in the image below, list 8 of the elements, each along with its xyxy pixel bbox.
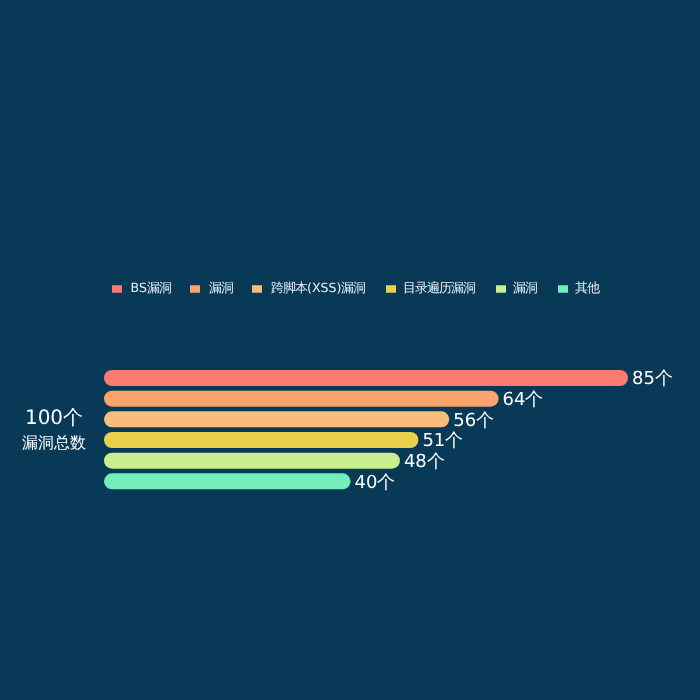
data-label: 56个 (453, 409, 495, 432)
data-label: 51个 (422, 430, 464, 453)
text: 100个 (22, 406, 86, 432)
text: 漏洞总数 (20, 432, 88, 454)
data-label: 64个 (502, 389, 544, 412)
data-label: 40个 (354, 471, 396, 494)
data-label: 48个 (403, 451, 445, 474)
data-label: 85个 (632, 368, 673, 391)
